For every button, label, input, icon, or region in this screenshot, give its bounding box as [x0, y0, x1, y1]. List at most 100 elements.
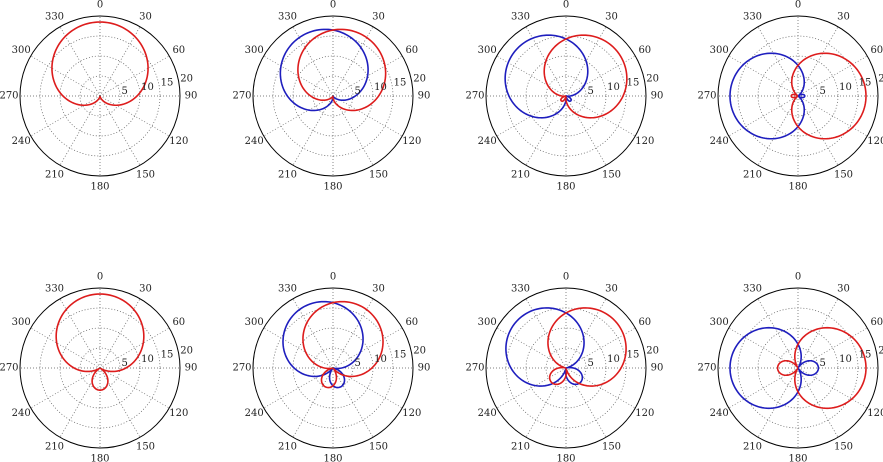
- polar-grid-circle: [545, 75, 587, 117]
- angle-tick-label: 330: [278, 12, 297, 23]
- polar-series-line-2: [543, 34, 628, 119]
- polar-grid-spoke: [30, 55, 101, 97]
- angle-tick-label: 0: [330, 0, 336, 11]
- angle-tick-label: 90: [418, 363, 431, 374]
- polar-grid-spoke: [263, 327, 334, 369]
- polar-grid-spoke: [728, 55, 799, 97]
- angle-tick-label: 30: [605, 284, 618, 295]
- angle-tick-label: 30: [605, 12, 618, 23]
- polar-grid-spoke: [757, 298, 799, 369]
- angle-tick-label: 60: [638, 45, 651, 56]
- angle-tick-label: 120: [635, 136, 654, 147]
- angle-tick-label: 60: [405, 317, 418, 328]
- polar-grid-spoke: [728, 367, 799, 409]
- polar-grid-spoke: [59, 26, 101, 97]
- polar-grid-spoke: [332, 26, 374, 97]
- radial-tick-label: 10: [141, 82, 154, 93]
- angle-tick-label: 240: [245, 136, 264, 147]
- angle-tick-label: 300: [478, 45, 497, 56]
- angle-tick-label: 330: [743, 284, 762, 295]
- angle-tick-label: 210: [45, 441, 64, 452]
- angle-tick-label: 120: [867, 136, 883, 147]
- radial-tick-label: 5: [355, 86, 361, 97]
- angle-tick-label: 330: [278, 284, 297, 295]
- angle-tick-label: 210: [743, 441, 762, 452]
- polar-series-line-2: [302, 300, 384, 389]
- angle-tick-label: 210: [511, 169, 530, 180]
- angle-tick-label: 210: [278, 441, 297, 452]
- angle-tick-label: 270: [232, 363, 251, 374]
- angle-tick-label: 270: [697, 91, 716, 102]
- polar-grid-spoke: [332, 367, 403, 409]
- angle-tick-label: 330: [45, 284, 64, 295]
- radial-tick-label: 10: [607, 354, 620, 365]
- angle-tick-label: 270: [465, 91, 484, 102]
- polar-grid-spoke: [332, 95, 403, 137]
- angle-tick-label: 180: [90, 454, 109, 462]
- polar-grid-spoke: [99, 95, 170, 137]
- polar-grid-spoke: [99, 327, 170, 369]
- polar-series-line-2: [297, 28, 387, 112]
- polar-grid-spoke: [797, 367, 839, 438]
- polar-grid-spoke: [99, 55, 170, 97]
- angle-tick-label: 180: [556, 454, 575, 462]
- angle-tick-label: 300: [12, 317, 31, 328]
- angle-tick-label: 240: [710, 408, 729, 419]
- angle-tick-label: 120: [169, 408, 188, 419]
- angle-tick-label: 60: [172, 45, 185, 56]
- polar-grid-spoke: [332, 95, 374, 166]
- radial-tick-label: 10: [141, 354, 154, 365]
- polar-grid-spoke: [99, 26, 141, 97]
- angle-tick-label: 30: [139, 12, 152, 23]
- radial-tick-label: 15: [161, 350, 174, 361]
- angle-tick-label: 240: [12, 408, 31, 419]
- polar-series-line-1: [51, 21, 149, 107]
- angle-tick-label: 240: [478, 136, 497, 147]
- polar-grid-circle: [79, 347, 121, 389]
- polar-grid-spoke: [525, 367, 567, 438]
- polar-grid-spoke: [332, 367, 374, 438]
- angle-tick-label: 60: [172, 317, 185, 328]
- radial-tick-label: 20: [180, 73, 193, 84]
- polar-grid-spoke: [292, 95, 334, 166]
- polar-grid-spoke: [59, 298, 101, 369]
- angle-tick-label: 300: [245, 317, 264, 328]
- radial-tick-label: 15: [627, 350, 640, 361]
- polar-plot-3: 0 30 60 90 120 150 180 210 240 270 300 330 5 10 15 20: [465, 0, 663, 193]
- angle-tick-label: 210: [278, 169, 297, 180]
- angle-tick-label: 30: [372, 284, 385, 295]
- angle-tick-label: 30: [139, 284, 152, 295]
- polar-grid-spoke: [496, 367, 567, 409]
- angle-tick-label: 240: [245, 408, 264, 419]
- polar-series-line-2: [776, 326, 867, 410]
- angle-tick-label: 270: [465, 363, 484, 374]
- polar-grid-spoke: [99, 367, 141, 438]
- radial-tick-label: 10: [607, 82, 620, 93]
- radial-tick-label: 10: [839, 82, 852, 93]
- polar-plot-5: 0 30 60 90 120 150 180 210 240 270 300 330 5 10 15 20: [0, 272, 197, 462]
- angle-tick-label: 120: [635, 408, 654, 419]
- angle-tick-label: 0: [563, 272, 569, 283]
- angle-tick-label: 120: [867, 408, 883, 419]
- radial-tick-label: 15: [859, 78, 872, 89]
- polar-plot-6: 0 30 60 90 120 150 180 210 240 270 300 330 5 10 15 20: [232, 272, 430, 462]
- angle-tick-label: 300: [710, 45, 729, 56]
- radial-tick-label: 5: [355, 358, 361, 369]
- radial-tick-label: 20: [180, 345, 193, 356]
- polar-grid-circle: [79, 75, 121, 117]
- radial-tick-label: 5: [588, 86, 594, 97]
- radial-tick-label: 20: [413, 345, 426, 356]
- angle-tick-label: 150: [369, 441, 388, 452]
- angle-tick-label: 150: [602, 169, 621, 180]
- angle-tick-label: 90: [651, 91, 664, 102]
- angle-tick-label: 270: [0, 363, 19, 374]
- radial-tick-label: 20: [646, 73, 659, 84]
- polar-series-line-1: [55, 293, 145, 392]
- angle-tick-label: 90: [651, 363, 664, 374]
- radial-tick-label: 20: [413, 73, 426, 84]
- radial-tick-label: 20: [878, 345, 883, 356]
- polar-grid-spoke: [263, 95, 334, 137]
- polar-grid-spoke: [728, 327, 799, 369]
